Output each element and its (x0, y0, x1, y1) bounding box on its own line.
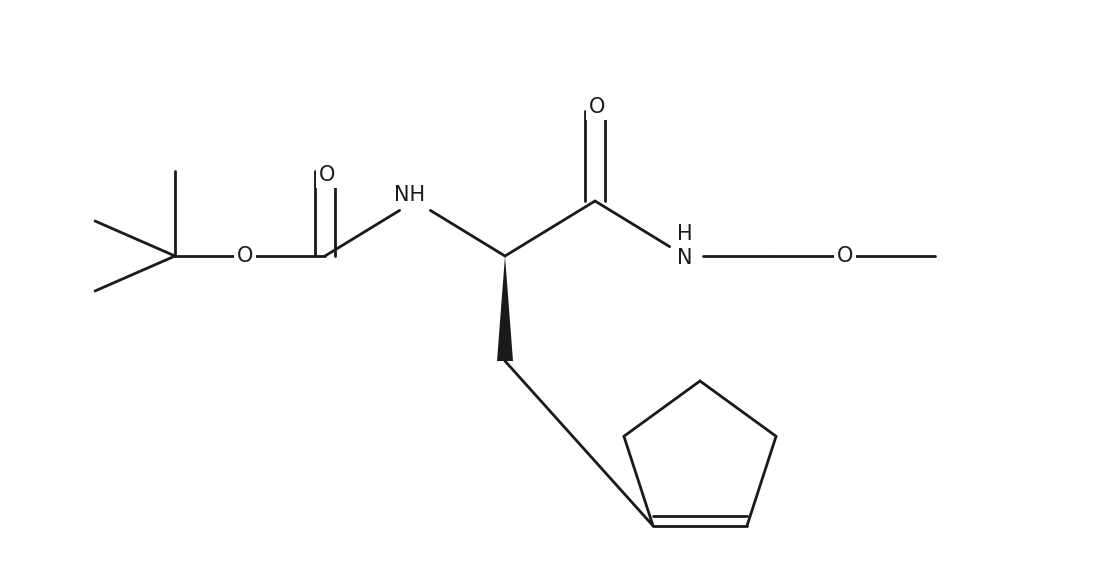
Text: O: O (588, 97, 605, 117)
Text: O: O (237, 246, 253, 266)
Text: O: O (836, 246, 853, 266)
Polygon shape (497, 256, 514, 361)
Text: H
N: H N (678, 224, 693, 268)
Text: NH: NH (395, 185, 425, 205)
Text: O: O (318, 165, 335, 185)
